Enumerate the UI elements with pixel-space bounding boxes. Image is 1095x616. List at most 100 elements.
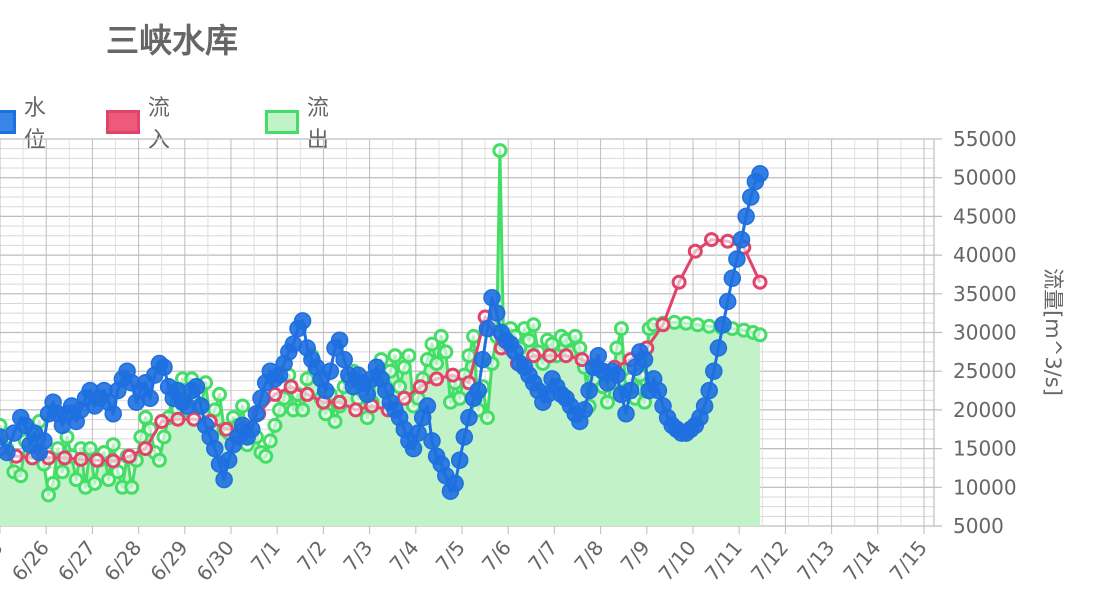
data-point-water-level: [293, 312, 312, 330]
legend-item-inflow[interactable]: 流入: [106, 90, 180, 154]
data-point-outflow: [235, 398, 251, 414]
x-tick-label: 6/30: [192, 536, 239, 586]
data-point-water-level: [751, 165, 769, 183]
x-tick-label: 6/29: [145, 536, 192, 586]
data-point-water-level: [404, 439, 423, 458]
data-point-outflow: [212, 386, 227, 402]
data-point-outflow: [387, 348, 403, 364]
data-point-inflow: [89, 452, 105, 468]
x-tick-label: 6/28: [99, 536, 146, 586]
y-tick-label: 55000: [953, 127, 1017, 151]
y-tick-label: 10000: [953, 475, 1017, 499]
data-point-water-level: [219, 451, 238, 469]
data-point-inflow: [445, 367, 461, 383]
data-point-water-level: [580, 381, 598, 400]
data-point-water-level: [705, 362, 723, 380]
x-tick-label: 7/6: [477, 536, 516, 576]
data-point-water-level: [321, 362, 340, 380]
data-point-outflow: [452, 390, 468, 406]
y-axis-label: 流量[m^3/s]: [1041, 268, 1065, 396]
data-point-outflow: [327, 414, 343, 429]
data-point-water-level: [409, 424, 427, 442]
data-point-water-level: [589, 346, 608, 365]
data-point-water-level: [474, 350, 492, 369]
x-tick-label: 6/26: [7, 536, 54, 586]
legend-label-inflow: 流入: [147, 96, 170, 153]
data-point-outflow: [105, 437, 121, 453]
x-tick-label: 7/8: [569, 536, 608, 576]
y-tick-label: 15000: [953, 437, 1017, 461]
data-point-water-level: [469, 381, 487, 400]
x-tick-label: 7/3: [338, 536, 377, 576]
x-tick-label: 7/4: [385, 536, 424, 576]
data-point-water-level: [247, 405, 266, 423]
legend-item-water-level[interactable]: 水位: [0, 90, 56, 154]
data-point-outflow: [68, 472, 84, 488]
data-point-water-level: [455, 428, 474, 446]
data-point-inflow: [138, 441, 153, 457]
data-point-outflow: [572, 340, 588, 356]
x-tick-label: 6/25: [0, 536, 8, 586]
data-point-outflow: [401, 348, 417, 364]
data-point-inflow: [526, 348, 542, 364]
data-point-outflow: [124, 479, 140, 495]
x-tick-label: 7/12: [746, 536, 793, 586]
data-point-outflow: [82, 441, 98, 457]
data-point-water-level: [35, 432, 53, 450]
x-tick-label: 7/7: [523, 536, 562, 576]
data-point-outflow: [267, 417, 283, 433]
y-tick-label: 25000: [953, 359, 1017, 383]
data-point-water-level: [206, 439, 224, 458]
legend-swatch-water-level: [0, 110, 16, 134]
data-point-outflow: [438, 344, 454, 360]
data-point-outflow: [13, 468, 29, 484]
data-point-water-level: [446, 474, 464, 493]
x-tick-label: 7/14: [838, 536, 885, 586]
data-point-water-level: [0, 443, 16, 462]
data-point-inflow: [332, 394, 348, 410]
data-point-water-level: [742, 188, 760, 206]
y-tick-label: 50000: [953, 166, 1017, 190]
data-point-outflow: [45, 475, 61, 491]
data-point-water-level: [714, 316, 732, 334]
x-tick-label: 7/10: [654, 536, 701, 586]
data-point-water-level: [243, 420, 261, 439]
legend-label-water-level: 水位: [23, 96, 46, 153]
data-point-inflow: [348, 402, 364, 418]
data-point-water-level: [608, 366, 626, 384]
data-point-water-level: [617, 405, 635, 423]
x-tick-label: 7/11: [700, 536, 747, 586]
data-point-water-level: [141, 389, 159, 408]
data-point-outflow: [479, 410, 495, 426]
data-point-inflow: [283, 379, 299, 395]
data-point-inflow: [267, 386, 283, 402]
data-point-outflow: [521, 332, 537, 348]
data-point-outflow: [54, 464, 70, 480]
data-point-inflow: [429, 371, 445, 387]
data-point-water-level: [215, 470, 233, 489]
data-point-water-level: [316, 381, 335, 400]
data-point-water-level: [423, 432, 441, 450]
data-point-water-level: [330, 331, 349, 349]
data-point-water-level: [718, 292, 737, 311]
data-point-outflow: [156, 429, 172, 445]
chart-title: 三峡水库: [106, 21, 238, 60]
data-point-water-level: [695, 397, 714, 415]
data-point-inflow: [218, 421, 234, 437]
x-tick-label: 7/15: [885, 536, 932, 586]
data-point-inflow: [542, 348, 558, 364]
x-tick-label: 7/2: [292, 536, 331, 576]
data-point-outflow: [526, 317, 542, 333]
data-point-water-level: [418, 397, 437, 415]
data-point-outflow: [613, 321, 629, 337]
data-point-outflow: [262, 433, 278, 449]
legend-swatch-outflow: [265, 110, 299, 134]
x-tick-label: 7/9: [616, 536, 655, 576]
data-point-inflow: [720, 233, 736, 249]
data-point-inflow: [671, 274, 687, 290]
y-tick-label: 35000: [953, 282, 1017, 306]
data-point-outflow: [433, 328, 449, 344]
data-point-outflow: [600, 394, 615, 410]
data-point-inflow: [57, 450, 73, 466]
data-point-inflow: [704, 232, 719, 248]
